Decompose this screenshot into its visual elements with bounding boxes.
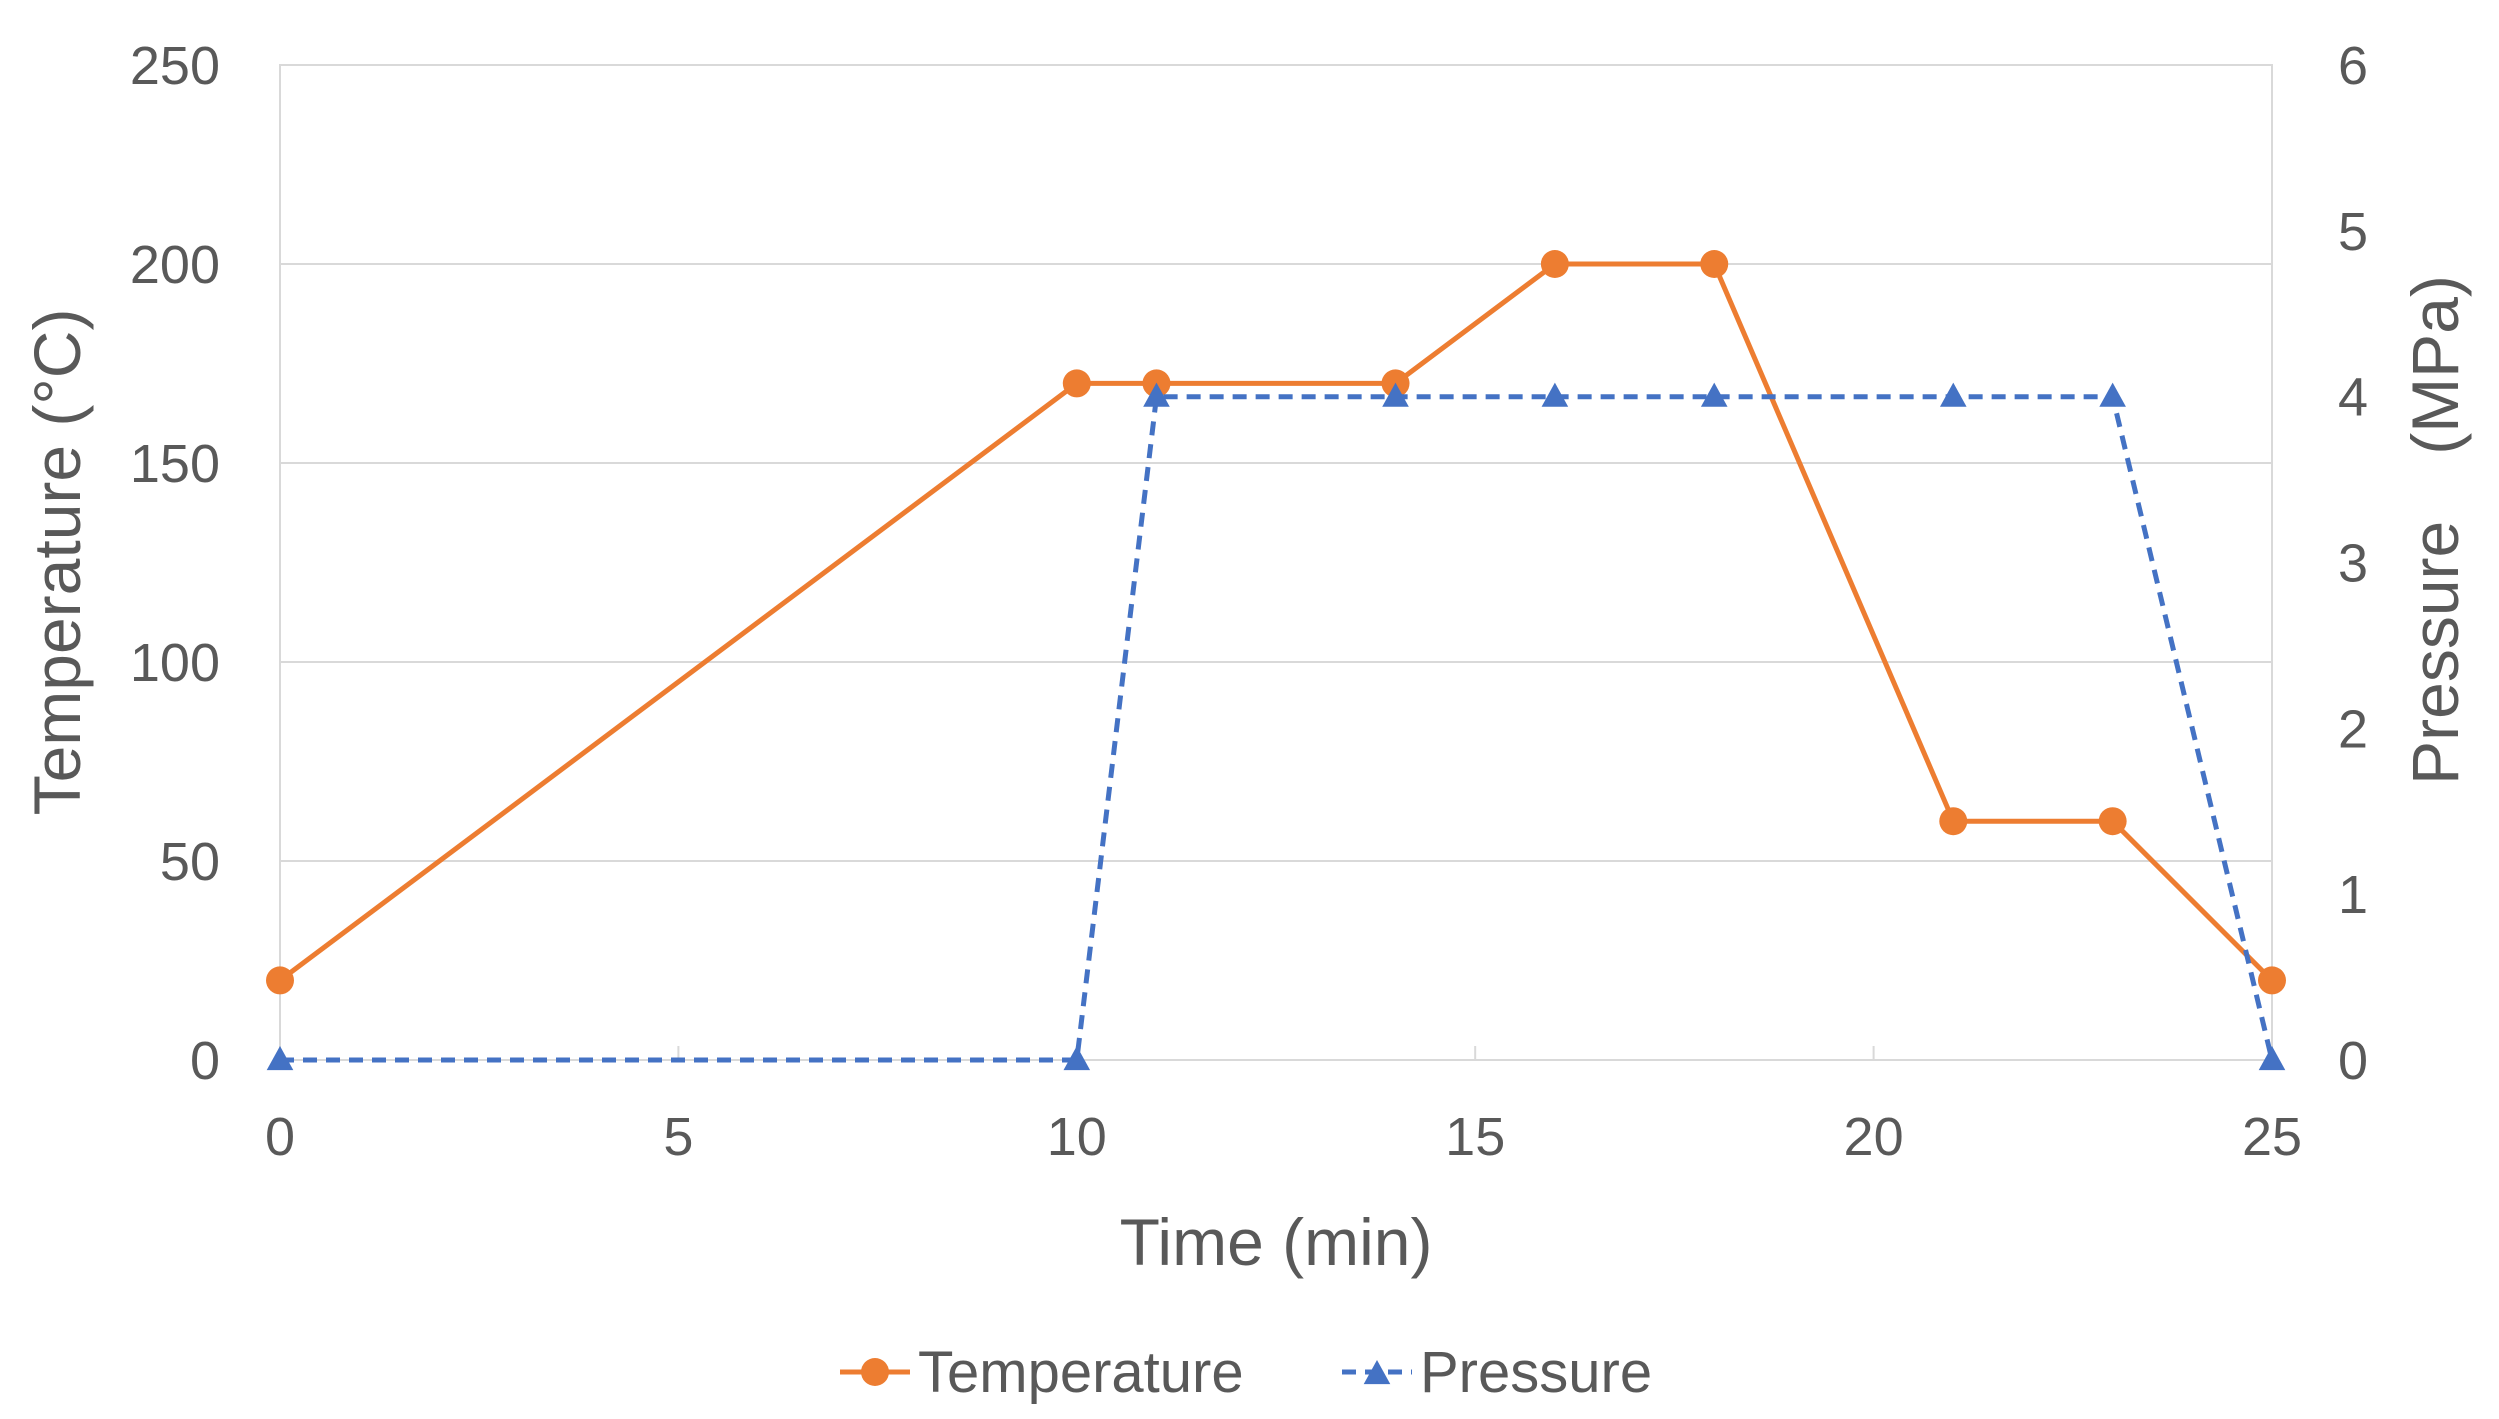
data-point-temperature [1062, 369, 1091, 398]
data-point-pressure [1541, 382, 1569, 407]
y-tick-label-100: 100 [130, 633, 220, 693]
y-tick-label-0: 0 [190, 1031, 220, 1091]
legend-marker-temperature [861, 1358, 889, 1386]
data-point-temperature [1700, 250, 1729, 278]
y2-tick-label-6: 6 [2338, 36, 2368, 96]
data-point-temperature [1939, 807, 1968, 836]
data-point-pressure [1382, 382, 1409, 407]
x-tick-label-20: 20 [1844, 1107, 1904, 1167]
legend: Temperature Pressure [840, 1340, 1652, 1405]
x-tick-label-15: 15 [1445, 1107, 1505, 1167]
y2-tick-label-5: 5 [2338, 202, 2368, 262]
x-axis-title: Time (min) [1120, 1205, 1433, 1279]
data-point-temperature [2258, 966, 2286, 995]
data-point-pressure [2099, 382, 2126, 407]
data-point-temperature [266, 966, 294, 995]
y-tick-label-250: 250 [130, 36, 220, 96]
y2-tick-label-2: 2 [2338, 699, 2368, 759]
x-tick-labels: 0 5 10 15 20 25 [265, 1107, 2302, 1167]
y2-tick-label-4: 4 [2338, 368, 2368, 428]
data-point-pressure [1063, 1046, 1091, 1071]
data-point-pressure [1143, 382, 1170, 407]
data-point-pressure [2258, 1046, 2286, 1071]
plot-area [279, 64, 2273, 1061]
y-tick-labels: 0 50 100 150 200 250 [130, 36, 220, 1091]
data-point-temperature [2098, 807, 2127, 836]
legend-label-pressure: Pressure [1420, 1340, 1652, 1405]
legend-marker-pressure [1363, 1360, 1391, 1385]
y2-tick-label-0: 0 [2338, 1031, 2368, 1091]
data-point-temperature [1540, 250, 1569, 278]
legend-item-pressure: Pressure [1342, 1340, 1652, 1405]
y-axis-title: Temperature (°C) [20, 309, 94, 816]
data-point-pressure [266, 1046, 294, 1071]
y2-tick-label-1: 1 [2338, 865, 2368, 925]
series-temperature [266, 250, 2286, 995]
x-tick-label-0: 0 [265, 1107, 295, 1167]
data-point-pressure [1700, 382, 1728, 407]
legend-label-temperature: Temperature [918, 1340, 1244, 1405]
y2-axis-title: Pressure (MPa) [2398, 275, 2472, 785]
y-tick-label-50: 50 [160, 832, 220, 892]
y2-tick-label-3: 3 [2338, 534, 2368, 594]
x-tick-label-25: 25 [2242, 1107, 2302, 1167]
y-tick-label-150: 150 [130, 434, 220, 494]
x-tick-label-10: 10 [1047, 1107, 1107, 1167]
y-tick-label-200: 200 [130, 235, 220, 295]
data-point-pressure [1939, 382, 1967, 407]
x-tick-label-5: 5 [663, 1107, 693, 1167]
grid-lines [280, 64, 2272, 1061]
legend-item-temperature: Temperature [840, 1340, 1244, 1405]
series-pressure [266, 382, 2286, 1071]
y2-tick-labels: 0 1 2 3 4 5 6 [2338, 36, 2368, 1091]
series-layer [266, 250, 2286, 1071]
